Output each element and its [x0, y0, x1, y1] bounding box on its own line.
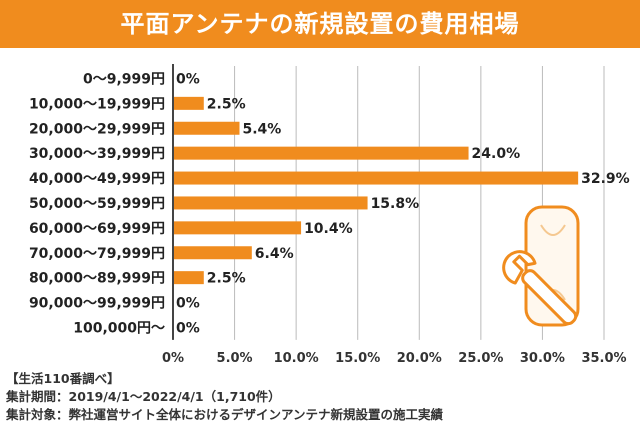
category-label: 60,000～69,999円	[29, 221, 165, 237]
scope-note: 集計対象：弊社運営サイト全体におけるデザインアンテナ新規設置の施工実績	[6, 407, 444, 422]
value-label: 32.9%	[581, 171, 630, 187]
value-label: 10.4%	[304, 221, 353, 237]
x-tick-label: 0%	[162, 351, 184, 366]
category-label: 30,000～39,999円	[29, 146, 165, 162]
bar	[173, 246, 252, 260]
x-tick-label: 30.0%	[520, 351, 565, 366]
bar	[173, 121, 240, 135]
category-label: 90,000～99,999円	[29, 296, 165, 312]
x-tick-label: 10.0%	[274, 351, 319, 366]
x-tick-label: 20.0%	[397, 351, 442, 366]
value-label: 2.5%	[207, 271, 246, 287]
category-label: 10,000～19,999円	[29, 96, 165, 112]
category-label: 100,000円～	[73, 320, 165, 336]
bar	[173, 96, 204, 110]
bar	[173, 221, 302, 235]
category-label: 50,000～59,999円	[29, 196, 165, 212]
x-tick-label: 5.0%	[217, 351, 253, 366]
x-tick-label: 25.0%	[458, 351, 503, 366]
category-label: 20,000～29,999円	[29, 121, 165, 137]
title-banner: 平面アンテナの新規設置の費用相場	[0, 0, 640, 48]
category-label: 80,000～89,999円	[29, 271, 165, 287]
value-label: 0%	[176, 296, 200, 312]
chart-footer: 【生活110番調べ】 集計期間：2019/4/1～2022/4/1（1,710件…	[6, 370, 443, 424]
source-note: 【生活110番調べ】	[6, 371, 120, 386]
bar	[173, 271, 204, 285]
value-label: 6.4%	[255, 246, 294, 262]
category-label: 40,000～49,999円	[29, 171, 165, 187]
value-label: 2.5%	[207, 96, 246, 112]
category-label: 0～9,999円	[83, 71, 165, 87]
antenna-with-wrench-icon	[502, 205, 580, 327]
period-note: 集計期間：2019/4/1～2022/4/1（1,710件）	[6, 389, 281, 404]
bar	[173, 146, 469, 160]
value-label: 0%	[176, 320, 200, 336]
x-tick-label: 35.0%	[581, 351, 626, 366]
category-label: 70,000～79,999円	[29, 246, 165, 262]
value-label: 5.4%	[242, 121, 281, 137]
chart-title: 平面アンテナの新規設置の費用相場	[120, 10, 520, 38]
bar	[173, 196, 368, 210]
value-label: 15.8%	[371, 196, 420, 212]
x-tick-label: 15.0%	[335, 351, 380, 366]
bar	[173, 171, 579, 185]
value-label: 24.0%	[472, 146, 521, 162]
value-label: 0%	[176, 71, 200, 87]
